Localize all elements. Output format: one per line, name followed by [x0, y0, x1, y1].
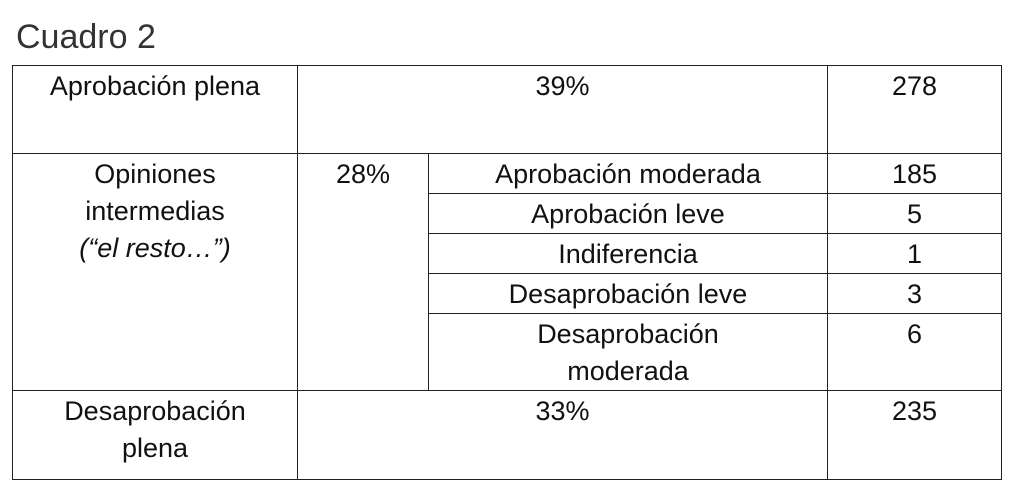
- row: Desaprobación plena 33% 235: [12, 390, 1003, 480]
- row-note: (“el resto…”): [79, 233, 231, 263]
- cell: Desaprobación leve: [427, 273, 829, 314]
- cell: 6: [827, 313, 1003, 391]
- cell: Aprobación moderada: [427, 153, 829, 194]
- item-label: Aprobación leve: [531, 199, 725, 229]
- cell: 1: [827, 233, 1003, 274]
- percent: 33%: [535, 396, 590, 426]
- cell: Desaprobación plena: [12, 390, 298, 480]
- row: Desaprobación leve 3: [13, 273, 1003, 314]
- percent: 39%: [535, 71, 590, 101]
- cell: 5: [827, 193, 1003, 234]
- item-label: Indiferencia: [558, 239, 698, 269]
- row: Opiniones intermedias (“el resto…”) 28% …: [12, 153, 1003, 391]
- cell: Aprobación leve: [427, 193, 829, 234]
- cell: 185: [827, 153, 1003, 194]
- cell: Aprobación plena: [12, 65, 298, 154]
- row-label: Opiniones intermedias: [85, 159, 225, 226]
- cell: 235: [827, 390, 1003, 480]
- count: 6: [907, 319, 923, 349]
- cell: Indiferencia: [427, 233, 829, 274]
- cell: 33%: [296, 390, 829, 480]
- cell: Desaprobación moderada: [427, 313, 829, 391]
- row: Aprobación plena 39% 278: [12, 65, 1003, 154]
- cell: 278: [827, 65, 1003, 154]
- cell: 3: [827, 273, 1003, 314]
- count: 185: [891, 159, 938, 189]
- count: 278: [891, 71, 938, 101]
- cell: 39%: [296, 65, 829, 154]
- count: 5: [907, 199, 923, 229]
- row-label: Desaprobación plena: [64, 396, 246, 463]
- cell: 28%: [297, 153, 429, 391]
- data-table: Aprobación plena 39% 278 Opiniones inter…: [12, 65, 1003, 480]
- percent: 28%: [335, 159, 391, 189]
- count: 235: [891, 396, 938, 426]
- cell: Opiniones intermedias (“el resto…”): [12, 153, 298, 391]
- row: Indiferencia 1: [13, 233, 1003, 274]
- row: Aprobación leve 5: [13, 193, 1003, 234]
- item-label: Desaprobación moderada: [537, 319, 719, 386]
- count: 1: [907, 239, 923, 269]
- table-caption: Cuadro 2: [16, 18, 156, 56]
- row-label: Aprobación plena: [49, 71, 261, 101]
- count: 3: [907, 279, 923, 309]
- item-label: Desaprobación leve: [508, 279, 748, 309]
- item-label: Aprobación moderada: [495, 159, 761, 189]
